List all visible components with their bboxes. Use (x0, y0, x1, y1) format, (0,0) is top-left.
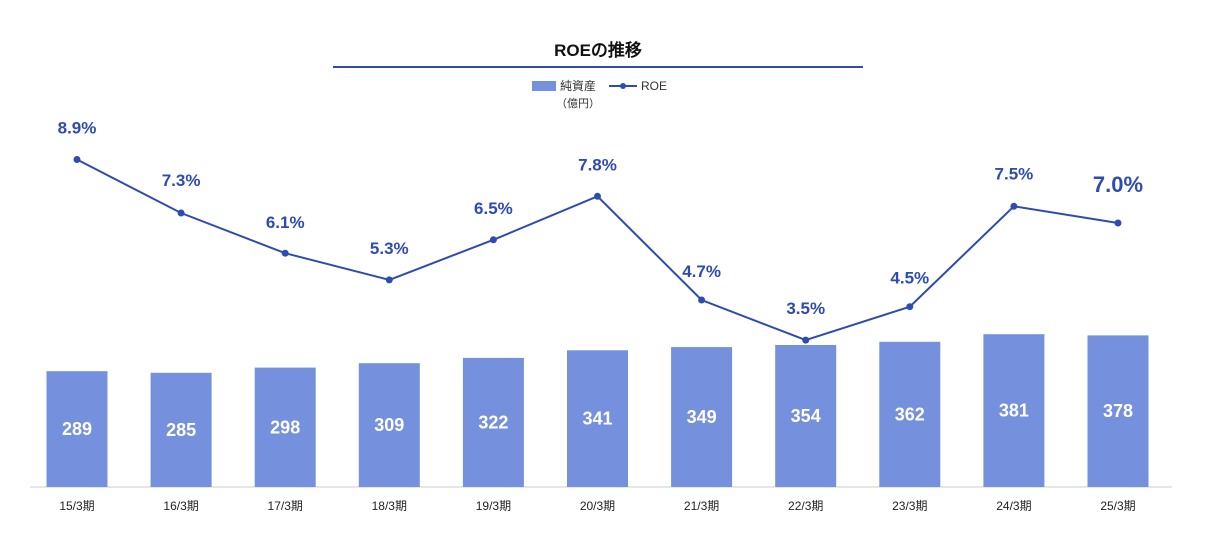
roe-value-label: 6.1% (266, 213, 305, 232)
roe-point (385, 276, 393, 284)
bar-value-label: 285 (166, 420, 196, 440)
bar-21/3期 (671, 347, 733, 487)
chart-title: ROEの推移 (554, 40, 642, 60)
roe-line-layer (73, 156, 1122, 344)
bar-value-label: 341 (582, 409, 612, 429)
x-ticks-layer: 15/3期 16/3期 17/3期 18/3期 19/3期 20/3期 21/3期 22/3期… (59, 499, 1135, 513)
bar-16/3期 (150, 372, 212, 487)
labels-layer: 289 285 298 309 322 341 349 354 362 381 378 8.9% 7.3… (58, 119, 1143, 440)
roe-value-label: 7.0% (1093, 172, 1143, 197)
bar-17/3期 (254, 367, 316, 487)
bar-23/3期 (879, 341, 941, 487)
x-tick-label: 17/3期 (268, 499, 303, 513)
roe-point (281, 249, 289, 257)
x-tick-label: 21/3期 (684, 499, 719, 513)
x-tick-label: 16/3期 (163, 499, 198, 513)
legend-label-roe: ROE (641, 79, 667, 93)
roe-value-label: 3.5% (786, 299, 825, 318)
x-tick-label: 18/3期 (372, 499, 407, 513)
roe-value-label: 4.7% (682, 262, 721, 281)
roe-point (594, 192, 601, 200)
bar-value-label: 309 (374, 415, 404, 435)
roe-point (1114, 219, 1122, 227)
bar-value-label: 298 (270, 417, 300, 437)
bar-value-label: 362 (895, 404, 925, 424)
bar-22/3期 (775, 345, 837, 487)
x-tick-label: 25/3期 (1100, 499, 1135, 513)
bar-value-label: 381 (999, 401, 1029, 421)
roe-value-label: 5.3% (370, 239, 409, 258)
legend-marker-roe (620, 83, 626, 89)
legend: 純資産 ROE （億円） (532, 78, 667, 110)
x-tick-label: 20/3期 (580, 499, 615, 513)
bar-value-label: 354 (791, 406, 821, 426)
roe-value-label: 8.9% (58, 119, 97, 138)
roe-value-label: 7.3% (162, 171, 201, 190)
roe-point (802, 336, 810, 344)
roe-point (698, 296, 706, 304)
roe-point (906, 303, 914, 311)
bar-25/3期 (1087, 335, 1149, 487)
bar-value-label: 378 (1103, 401, 1133, 421)
bar-24/3期 (983, 334, 1045, 487)
roe-line (76, 158, 1119, 342)
roe-point (1010, 202, 1018, 210)
roe-point (489, 236, 497, 244)
legend-label-net-assets: 純資産 (560, 78, 596, 93)
x-tick-label: 23/3期 (892, 499, 927, 513)
bar-18/3期 (358, 363, 420, 487)
roe-point (73, 156, 81, 163)
roe-value-label: 6.5% (474, 199, 513, 218)
roe-value-label: 7.5% (995, 164, 1034, 183)
bar-value-label: 289 (62, 419, 92, 439)
x-tick-label: 24/3期 (996, 499, 1031, 513)
legend-swatch-net-assets (532, 81, 556, 91)
bar-19/3期 (462, 357, 524, 487)
bar-15/3期 (46, 371, 108, 487)
x-tick-label: 19/3期 (476, 499, 511, 513)
bars-layer (46, 334, 1149, 487)
legend-unit: （億円） (556, 97, 600, 110)
x-tick-label: 22/3期 (788, 499, 823, 513)
bar-20/3期 (567, 350, 628, 487)
bar-value-label: 349 (687, 407, 717, 427)
roe-value-label: 7.8% (578, 155, 617, 174)
roe-point (177, 209, 185, 217)
x-tick-label: 15/3期 (59, 499, 94, 513)
bar-value-label: 322 (478, 413, 508, 433)
roe-value-label: 4.5% (890, 269, 929, 288)
